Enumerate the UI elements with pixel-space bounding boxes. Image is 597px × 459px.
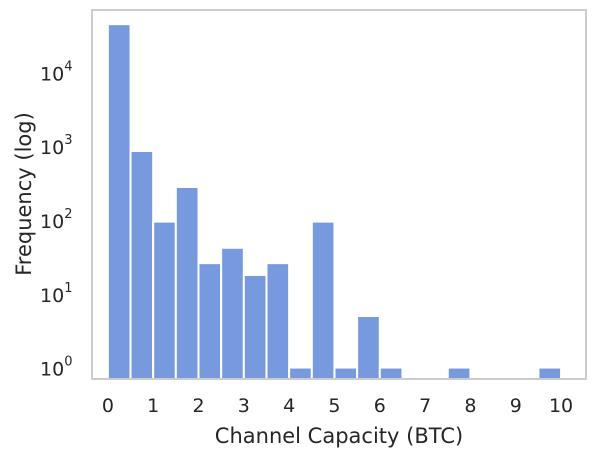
histogram-bar <box>288 366 313 381</box>
y-tick-exponent: 1 <box>64 281 72 296</box>
y-tick-label: 104 <box>40 59 72 85</box>
y-tick-exponent: 4 <box>64 59 72 74</box>
histogram-bar <box>310 220 336 380</box>
y-tick-exponent: 0 <box>64 355 72 370</box>
histogram-bar <box>378 366 404 381</box>
histogram-bar <box>356 314 381 381</box>
histogram-bar <box>446 366 472 381</box>
bars-layer <box>106 23 563 381</box>
histogram-bar <box>174 185 200 380</box>
histogram-bar <box>129 150 155 380</box>
x-tick-label: 5 <box>328 395 340 417</box>
y-tick-label: 100 <box>40 355 72 381</box>
y-tick-exponent: 2 <box>64 207 72 222</box>
histogram-bar <box>220 246 245 380</box>
x-tick-label: 8 <box>464 395 476 417</box>
x-tick-label: 6 <box>374 395 386 417</box>
histogram-bar <box>106 23 132 380</box>
x-tick-label: 3 <box>238 395 250 417</box>
x-ticks: 0 1 2 3 4 5 6 7 8 9 10 <box>102 395 573 417</box>
histogram-bar <box>197 262 223 380</box>
y-axis-label: Frequency (log) <box>12 112 36 276</box>
x-tick-label: 1 <box>147 395 159 417</box>
x-tick-label: 0 <box>102 395 114 417</box>
y-tick-label: 102 <box>40 207 72 233</box>
y-tick-label: 103 <box>40 133 72 159</box>
x-tick-label: 4 <box>283 395 295 417</box>
y-tick-label: 101 <box>40 281 72 307</box>
histogram-bar <box>537 366 563 381</box>
histogram-bar <box>242 273 268 381</box>
x-tick-label: 10 <box>549 395 573 417</box>
histogram-bar <box>265 262 291 380</box>
x-axis-label: Channel Capacity (BTC) <box>215 424 463 448</box>
histogram-bar <box>152 220 177 380</box>
histogram-bar <box>333 366 359 381</box>
x-tick-label: 2 <box>192 395 204 417</box>
x-tick-label: 9 <box>510 395 522 417</box>
x-tick-label: 7 <box>419 395 431 417</box>
axes-frame <box>91 9 587 380</box>
y-tick-exponent: 3 <box>64 133 72 148</box>
